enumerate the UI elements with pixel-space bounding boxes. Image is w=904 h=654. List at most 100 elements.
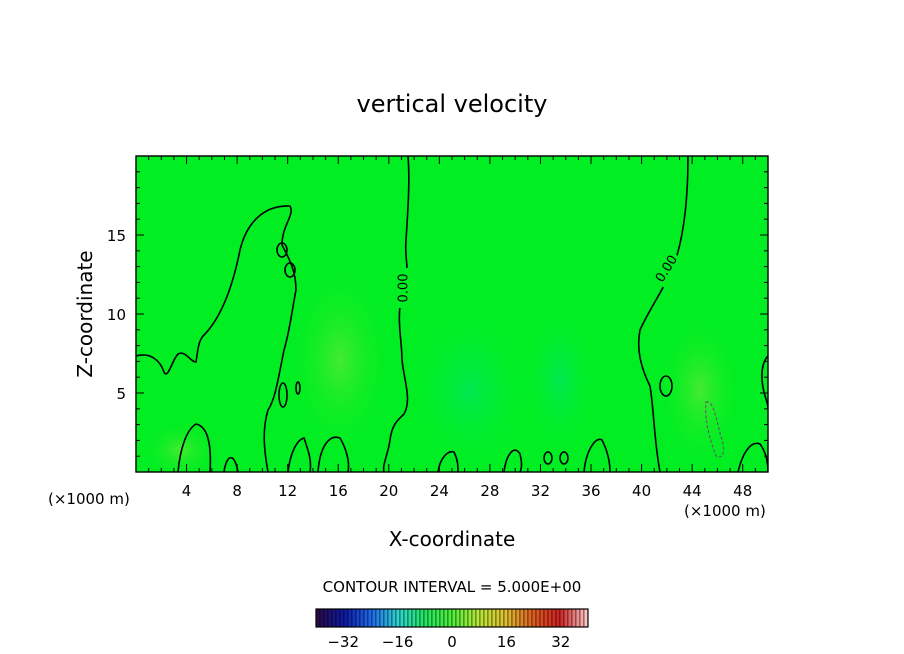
x-tick-label: 36 (581, 482, 600, 500)
colorbar-frame (315, 608, 589, 628)
x-tick-label: 8 (232, 482, 242, 500)
colorbar-segment (471, 608, 477, 628)
contour-line (637, 156, 689, 472)
x-axis-title: X-coordinate (389, 527, 516, 551)
contour-line (136, 205, 297, 472)
x-tick-label: 12 (278, 482, 297, 500)
colorbar-segment (319, 608, 325, 628)
x-tick-label: 44 (683, 482, 702, 500)
positive-blob (285, 260, 395, 460)
colorbar-segment (463, 608, 469, 628)
x-tick-label: 40 (632, 482, 651, 500)
contour-label-background (396, 268, 412, 308)
contour-interval-text: CONTOUR INTERVAL = 5.000E+00 (323, 578, 582, 596)
colorbar-segment (415, 608, 421, 628)
colorbar-segment (427, 608, 433, 628)
y-tick-label: 5 (116, 385, 126, 403)
x-tick-label: 4 (182, 482, 192, 500)
contour-line (583, 438, 611, 472)
contour-line (287, 437, 312, 472)
negative-contour-loop (705, 401, 725, 458)
colorbar-segment (327, 608, 333, 628)
colorbar-segment (391, 608, 397, 628)
colorbar-segment (467, 608, 473, 628)
contour-loop (276, 242, 288, 258)
colorbar-segment (431, 608, 437, 628)
colorbar-segment (507, 608, 513, 628)
y-axis-title: Z-coordinate (73, 250, 97, 377)
colorbar-tick-label: 0 (447, 633, 457, 651)
colorbar-segment (527, 608, 533, 628)
colorbar-segment (483, 608, 489, 628)
contour-label: 0.00 (397, 274, 412, 303)
colorbar-segment (383, 608, 389, 628)
colorbar-segment (323, 608, 329, 628)
colorbar-segment (347, 608, 353, 628)
colorbar-segment (331, 608, 337, 628)
negative-blob (520, 300, 600, 460)
contour-loop (543, 451, 553, 465)
x-tick-label: 24 (430, 482, 449, 500)
colorbar-segment (559, 608, 565, 628)
contour-loop (278, 382, 288, 408)
contour-loop (284, 262, 296, 278)
colorbar-tick-label: −16 (382, 633, 414, 651)
colorbar-segment (511, 608, 517, 628)
contour-line (317, 436, 350, 472)
colorbar-tick-label: 32 (551, 633, 570, 651)
colorbar-segment (531, 608, 537, 628)
colorbar-segment (351, 608, 357, 628)
colorbar-segment (343, 608, 349, 628)
contour-lines (136, 156, 768, 472)
contour-loop (559, 451, 569, 465)
colorbar-segment (555, 608, 561, 628)
colorbar-segment (399, 608, 405, 628)
contour-line (503, 449, 523, 472)
colorbar-segment (495, 608, 501, 628)
negative-blob (405, 300, 535, 472)
colorbar-segment (339, 608, 345, 628)
x-axis-unit-label-right: (×1000 m) (684, 502, 766, 520)
colorbar-segment (387, 608, 393, 628)
positive-blob (655, 310, 745, 470)
positive-blob (140, 420, 220, 472)
colorbar-segment (447, 608, 453, 628)
colorbar-segment (367, 608, 373, 628)
colorbar-segment (479, 608, 485, 628)
contour-loop (659, 375, 673, 397)
colorbar-tick-label: −32 (327, 633, 359, 651)
colorbar-segment (503, 608, 509, 628)
contour-loop (295, 381, 301, 395)
colorbar-segment (359, 608, 365, 628)
colorbar-segment (371, 608, 377, 628)
colorbar-segment (455, 608, 461, 628)
colorbar-segment (499, 608, 505, 628)
contour-label-group: 0.00 0.00 (396, 245, 691, 308)
x-tick-label: 20 (379, 482, 398, 500)
colorbar-segment (563, 608, 569, 628)
colorbar: −32 −16 0 16 32 (315, 608, 589, 651)
colorbar-segment (459, 608, 465, 628)
colorbar-segment (355, 608, 361, 628)
colorbar-segment (567, 608, 573, 628)
colorbar-segment (411, 608, 417, 628)
colorbar-segment (487, 608, 493, 628)
colorbar-segment (519, 608, 525, 628)
colorbar-segment (451, 608, 457, 628)
x-axis-unit-label: (×1000 m) (48, 490, 130, 508)
colorbar-segment (539, 608, 545, 628)
x-tick-label: 28 (480, 482, 499, 500)
colorbar-segment (535, 608, 541, 628)
colorbar-tick-label: 16 (497, 633, 516, 651)
colorbar-segment (547, 608, 553, 628)
colorbar-segment (491, 608, 497, 628)
x-tick-label: 32 (531, 482, 550, 500)
colorbar-segment (435, 608, 441, 628)
colorbar-segment (551, 608, 557, 628)
colorbar-segment (523, 608, 529, 628)
colorbar-segment (419, 608, 425, 628)
color-field (140, 260, 745, 472)
colorbar-segment (515, 608, 521, 628)
